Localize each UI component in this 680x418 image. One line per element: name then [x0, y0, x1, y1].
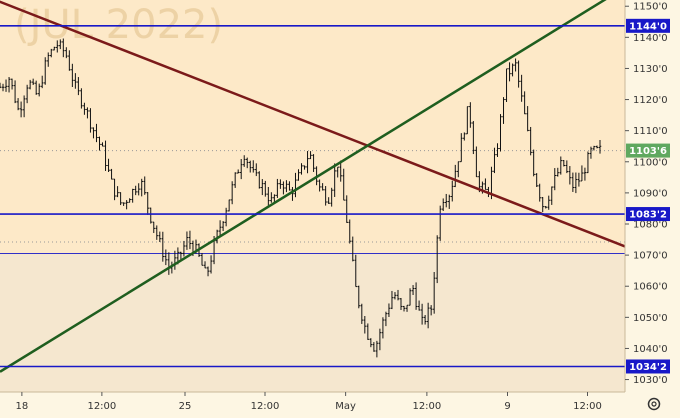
time-tick-label: May: [335, 401, 356, 412]
price-tick-label: 1070'0: [633, 251, 668, 262]
level-label-bg-0: [626, 18, 670, 33]
contract-watermark: (JUL 2022): [14, 2, 223, 48]
trendline-1: [0, 0, 607, 373]
zone-band-1: [0, 253, 625, 392]
last-price-label: 1103'6: [629, 146, 667, 157]
settings-gear-icon[interactable]: [647, 397, 661, 411]
trendlines[interactable]: [0, 0, 626, 373]
price-tick-label: 1040'0: [633, 344, 668, 355]
time-tick-label: 12:00: [251, 401, 280, 412]
price-tick-label: 1140'0: [633, 33, 668, 44]
time-axis[interactable]: 18 12:00 25 12:00 May 12:00 9 12:00: [0, 391, 625, 412]
price-tick-label: 1090'0: [633, 188, 668, 199]
time-tick-label: 9: [504, 401, 510, 412]
time-tick-label: 12:00: [412, 401, 441, 412]
last-price-bg: [626, 143, 670, 158]
price-tick-label: 1110'0: [633, 126, 668, 137]
time-tick-label: 12:00: [573, 401, 602, 412]
price-axis[interactable]: 1150'0 1140'0 1130'0 1120'0 1110'0 1100'0 1090…: [624, 0, 668, 392]
dotted-reference-lines: [0, 150, 625, 255]
level-label-2: 1034'2: [629, 362, 667, 373]
horizontal-levels[interactable]: [0, 25, 625, 368]
axis-level-labels: 1144'0 1083'2 1034'2 1103'6: [626, 18, 670, 374]
trendline-0: [0, 0, 626, 248]
time-tick-label: 12:00: [87, 401, 116, 412]
price-tick-label: 1150'0: [633, 2, 668, 13]
price-tick-label: 1100'0: [633, 157, 668, 168]
price-tick-label: 1030'0: [633, 375, 668, 386]
level-label-0: 1144'0: [629, 21, 667, 32]
level-label-bg-2: [626, 359, 670, 374]
price-tick-label: 1130'0: [633, 64, 668, 75]
price-tick-label: 1050'0: [633, 313, 668, 324]
level-label-1: 1083'2: [629, 210, 667, 221]
price-tick-label: 1060'0: [633, 282, 668, 293]
time-tick-label: 18: [16, 401, 29, 412]
price-tick-label: 1120'0: [633, 95, 668, 106]
candlestick-series[interactable]: [0, 38, 602, 358]
time-tick-label: 25: [179, 401, 192, 412]
time-axis-bg: [0, 392, 625, 418]
level-label-bg-1: [626, 207, 670, 222]
price-tick-label: 1080'0: [633, 220, 668, 231]
